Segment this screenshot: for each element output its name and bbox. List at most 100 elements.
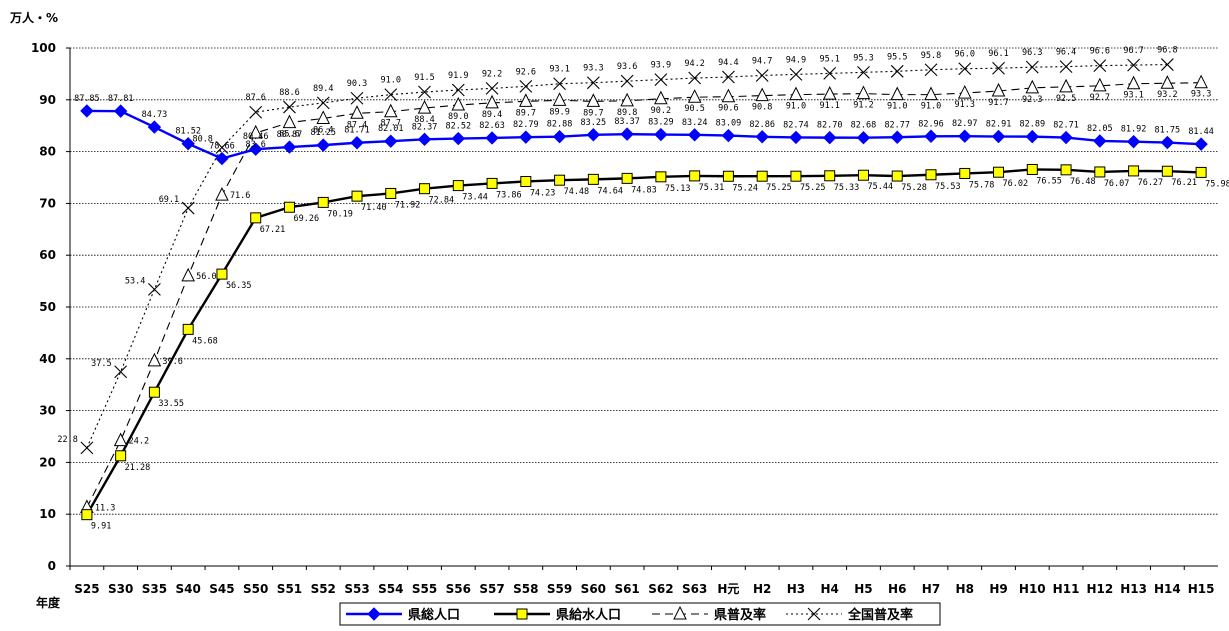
marker-x-stroke [620, 74, 634, 88]
data-label: 91.5 [414, 73, 434, 83]
marker-diamond [80, 104, 94, 118]
data-label: 90.3 [347, 79, 367, 89]
marker-x-stroke [1059, 60, 1073, 74]
data-label: 70.19 [327, 209, 353, 219]
data-label: 78.66 [209, 142, 235, 152]
data-label: 75.53 [935, 182, 961, 192]
marker-square [891, 170, 903, 182]
marker-square [216, 268, 228, 280]
data-label: 9.91 [91, 522, 111, 532]
data-label: 80.8 [192, 134, 212, 144]
y-tick-label: 80 [39, 145, 56, 159]
marker-square [790, 170, 802, 182]
marker-x [1127, 58, 1140, 72]
marker-x [553, 77, 566, 91]
marker-diamond [755, 130, 769, 144]
marker-diamond [485, 131, 499, 145]
marker-diamond [417, 132, 432, 147]
marker-diamond [856, 131, 871, 145]
x-tick-label: H3 [787, 582, 805, 596]
data-label: 82.68 [851, 121, 877, 131]
data-label: 96.0 [955, 50, 975, 60]
marker-triangle [451, 96, 466, 111]
data-label: 81.25 [310, 128, 336, 138]
marker-diamond [958, 129, 972, 143]
marker-triangle [789, 86, 803, 101]
series-line-県給水人口 [85, 168, 1202, 516]
marker-diamond [367, 607, 381, 621]
data-label: 91.0 [381, 76, 401, 86]
data-label: 82.52 [445, 122, 471, 132]
marker-x [807, 607, 821, 621]
marker-triangle [755, 87, 769, 102]
series-line-県普及率 [86, 82, 1202, 508]
marker-diamond [924, 129, 938, 143]
marker-x-stroke [80, 441, 94, 455]
marker-triangle [586, 93, 601, 107]
marker-diamond [1126, 134, 1141, 149]
y-tick-label: 90 [39, 93, 56, 107]
marker-triangle [957, 84, 972, 99]
data-label: 82.89 [1019, 120, 1045, 130]
data-label: 83.09 [716, 119, 742, 129]
marker-square [351, 190, 363, 202]
marker-square [857, 169, 869, 181]
marker-square [250, 212, 262, 224]
marker-x [755, 69, 769, 82]
marker-diamond [113, 104, 128, 118]
data-label: 82.74 [783, 120, 809, 130]
data-label: 95.1 [819, 54, 839, 64]
marker-square [756, 170, 768, 182]
data-label: 90.6 [718, 104, 738, 114]
marker-diamond [654, 127, 668, 142]
marker-x [586, 76, 600, 90]
marker-x-stroke [350, 91, 364, 105]
x-tick-label: H13 [1120, 582, 1147, 596]
data-label: 96.7 [1123, 46, 1143, 56]
marker-x [958, 62, 972, 76]
marker-x-stroke [807, 607, 821, 621]
marker-square [516, 608, 528, 620]
marker-x [114, 365, 128, 379]
marker-x [992, 61, 1005, 75]
marker-x [485, 82, 499, 95]
marker-diamond [451, 131, 466, 146]
x-tick-label: S53 [344, 582, 369, 596]
marker-square [115, 450, 127, 462]
x-tick-label: S45 [209, 582, 234, 596]
data-label: 92.6 [516, 67, 536, 77]
data-label: 91.2 [853, 101, 873, 111]
marker-triangle [282, 114, 297, 129]
legend-label: 全国普及率 [847, 607, 913, 623]
marker-x-stroke [586, 76, 600, 90]
data-label: 90.2 [651, 106, 671, 116]
marker-triangle [113, 432, 128, 447]
data-label: 82.86 [749, 120, 775, 130]
marker-x-stroke [215, 141, 229, 154]
data-label: 37.5 [91, 359, 111, 369]
marker-diamond [350, 136, 364, 150]
x-tick-label: S52 [311, 582, 336, 596]
x-tick-label: H9 [989, 582, 1007, 596]
marker-diamond [1160, 135, 1175, 150]
data-label: 76.21 [1171, 178, 1197, 188]
marker-square [959, 167, 971, 179]
data-label: 75.31 [699, 183, 725, 193]
y-axis-unit: 万人・% [9, 10, 58, 25]
data-label: 91.0 [786, 102, 806, 112]
data-label: 91.0 [921, 102, 941, 112]
marker-x-stroke [823, 66, 837, 80]
data-label: 87.4 [347, 120, 367, 130]
x-tick-label: S50 [243, 582, 268, 596]
marker-x [654, 73, 668, 86]
marker-triangle [181, 267, 195, 282]
data-label: 91.7 [988, 98, 1008, 108]
data-label: 89.7 [583, 108, 603, 118]
x-tick-label: H8 [956, 582, 974, 596]
data-label: 85.6 [279, 130, 299, 140]
marker-diamond [316, 138, 330, 152]
legend-label: 県普及率 [714, 607, 766, 623]
marker-square [520, 175, 532, 187]
data-label: 75.44 [867, 182, 893, 192]
y-tick-label: 20 [39, 455, 56, 469]
